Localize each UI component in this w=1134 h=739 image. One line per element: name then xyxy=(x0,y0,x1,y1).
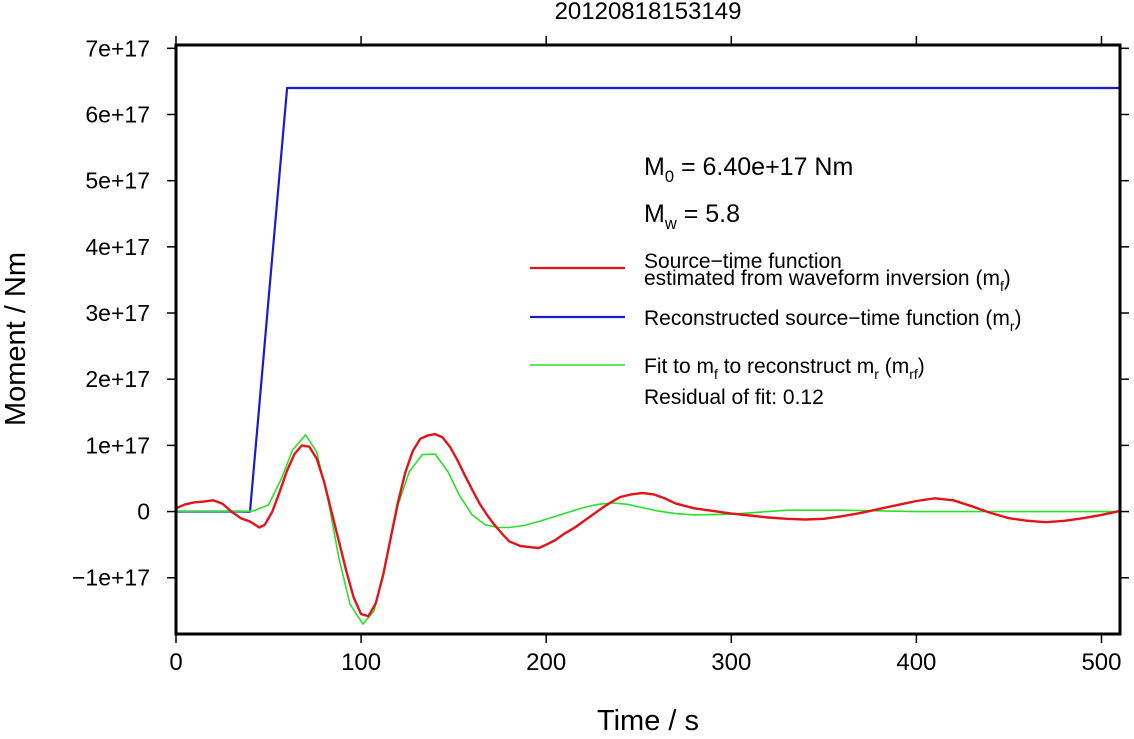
series-line-2 xyxy=(176,432,1120,618)
y-tick-label: 4e+17 xyxy=(85,234,150,260)
series-line-1 xyxy=(176,433,1120,625)
x-tick-label: 200 xyxy=(526,649,566,676)
axes-layer: 0 100 200 300 400 500 −1e+17 0 1e+17 2e+17 3e+17 4e… xyxy=(72,35,1129,676)
y-tick-label: 7e+17 xyxy=(85,35,150,61)
x-tick-label: 400 xyxy=(896,649,936,676)
x-tick-label: 0 xyxy=(169,649,182,676)
x-axis-label: Time / s xyxy=(597,705,699,734)
y-tick-label: 2e+17 xyxy=(85,366,150,392)
x-tick-label: 500 xyxy=(1081,649,1121,676)
y-tick-label: 5e+17 xyxy=(85,168,150,194)
y-axis-label: Moment / Nm xyxy=(0,252,32,426)
series-line-0 xyxy=(176,86,1120,513)
moment-magnitude-annotation: Mw = 5.8 xyxy=(644,200,740,233)
y-tick-label: 6e+17 xyxy=(85,101,150,127)
chart-title: 20120818153149 xyxy=(555,0,742,25)
annotation-layer: M0 = 6.40e+17 Nm Mw = 5.8 Residual of fit:… xyxy=(644,153,853,409)
y-tick-label: 1e+17 xyxy=(85,432,150,458)
x-tick-label: 300 xyxy=(711,649,751,676)
series-layer xyxy=(176,86,1120,625)
legend-label-1: Reconstructed source−time function (mr) xyxy=(644,307,1022,334)
x-tick-label: 100 xyxy=(341,649,381,676)
y-tick-label: 0 xyxy=(137,499,150,525)
y-tick-label: −1e+17 xyxy=(72,565,150,591)
seismic-moment-annotation: M0 = 6.40e+17 Nm xyxy=(644,153,853,186)
legend-label-0-a: Source−time function xyxy=(644,250,842,273)
legend-label-2: Fit to mf to reconstruct mr (mrf) xyxy=(644,355,925,382)
legend-label-0-b: estimated from waveform inversion (mf) xyxy=(644,267,1011,294)
y-tick-label: 3e+17 xyxy=(85,300,150,326)
residual-annotation: Residual of fit: 0.12 xyxy=(644,386,824,409)
plot-frame xyxy=(174,43,1122,636)
